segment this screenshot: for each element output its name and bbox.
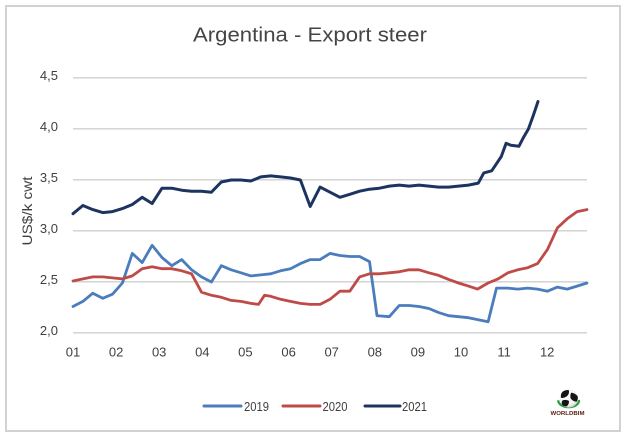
svg-text:12: 12	[540, 345, 554, 360]
svg-text:03: 03	[152, 345, 166, 360]
svg-text:WORLDBIM: WORLDBIM	[551, 411, 585, 417]
svg-text:US$/k cwt: US$/k cwt	[19, 176, 35, 245]
svg-text:04: 04	[195, 345, 209, 360]
svg-text:3,5: 3,5	[40, 170, 58, 185]
svg-text:4,0: 4,0	[40, 119, 58, 134]
svg-text:Argentina - Export steer: Argentina - Export steer	[193, 24, 427, 47]
svg-text:2,0: 2,0	[40, 323, 58, 338]
svg-text:11: 11	[497, 345, 511, 360]
svg-text:2021: 2021	[402, 399, 427, 414]
svg-text:2019: 2019	[244, 399, 269, 414]
svg-text:05: 05	[238, 345, 252, 360]
svg-text:3,0: 3,0	[40, 221, 58, 236]
svg-text:02: 02	[109, 345, 123, 360]
svg-text:06: 06	[281, 345, 295, 360]
svg-text:07: 07	[324, 345, 338, 360]
svg-text:4,5: 4,5	[40, 68, 58, 83]
svg-text:2020: 2020	[323, 399, 348, 414]
svg-text:01: 01	[66, 345, 80, 360]
svg-text:08: 08	[368, 345, 382, 360]
svg-text:09: 09	[411, 345, 425, 360]
svg-text:2,5: 2,5	[40, 272, 58, 287]
svg-text:10: 10	[454, 345, 468, 360]
